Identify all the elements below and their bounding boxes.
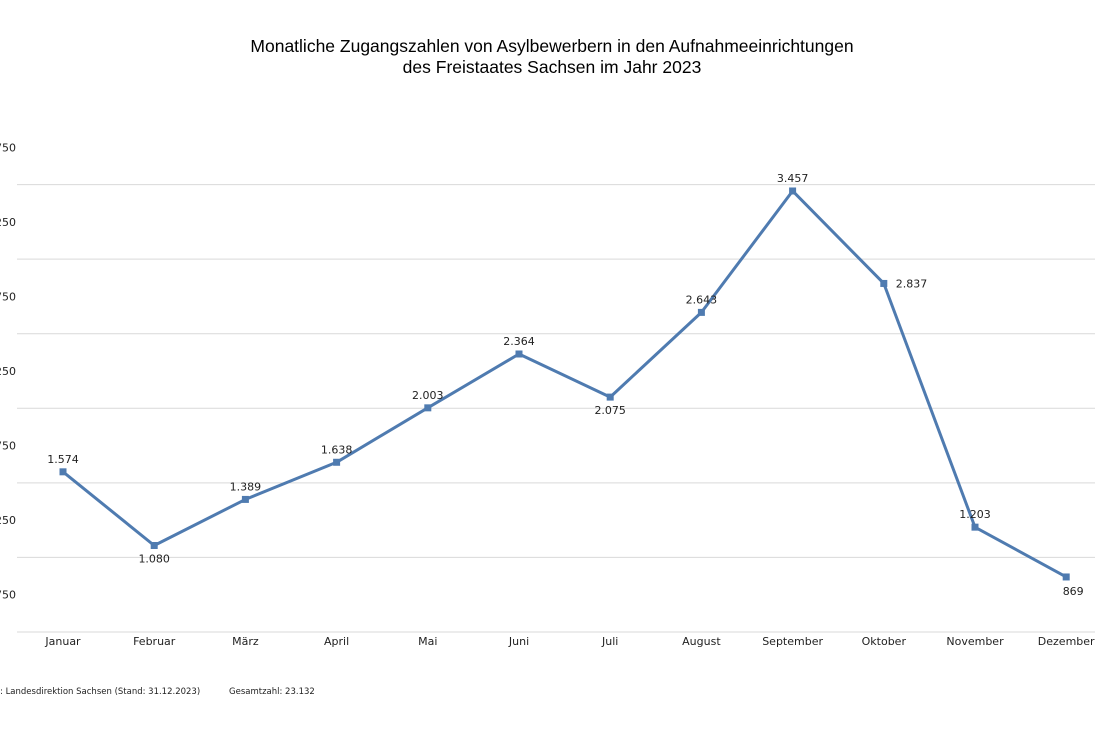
data-label: 2.075 bbox=[594, 404, 626, 417]
data-point-marker bbox=[971, 523, 979, 531]
data-point-marker bbox=[150, 541, 158, 549]
data-label: 2.003 bbox=[412, 389, 444, 402]
y-tick-label: 750 bbox=[0, 589, 16, 602]
footer-source: : Landesdirektion Sachsen (Stand: 31.12.… bbox=[0, 687, 200, 697]
x-tick-label: November bbox=[946, 635, 1004, 648]
data-label: 1.389 bbox=[230, 480, 262, 493]
data-point-marker bbox=[424, 404, 432, 412]
x-tick-label: Juni bbox=[508, 635, 529, 648]
x-tick-label: Februar bbox=[133, 635, 176, 648]
x-tick-label: März bbox=[232, 635, 259, 648]
data-point-marker bbox=[789, 187, 797, 195]
y-tick-label: 250 bbox=[0, 514, 16, 527]
data-label: 869 bbox=[1063, 585, 1084, 598]
data-point-marker bbox=[333, 458, 341, 466]
data-point-marker bbox=[606, 393, 614, 401]
data-label: 3.457 bbox=[777, 172, 809, 185]
chart-title-line-1: Monatliche Zugangszahlen von Asylbewerbe… bbox=[250, 36, 854, 56]
x-tick-label: Mai bbox=[418, 635, 437, 648]
x-tick-label: August bbox=[682, 635, 721, 648]
chart-title: Monatliche Zugangszahlen von Asylbewerbe… bbox=[0, 36, 1095, 78]
y-tick-label: 750 bbox=[0, 141, 16, 154]
data-label: 1.638 bbox=[321, 443, 353, 456]
data-point-marker bbox=[1062, 573, 1070, 581]
x-tick-label: April bbox=[324, 635, 349, 648]
chart-title-line-2: des Freistaates Sachsen im Jahr 2023 bbox=[402, 57, 702, 77]
y-tick-label: 250 bbox=[0, 365, 16, 378]
data-point-marker bbox=[515, 350, 523, 358]
y-tick-label: 750 bbox=[0, 290, 16, 303]
data-label: 1.574 bbox=[47, 453, 79, 466]
data-point-marker bbox=[241, 495, 249, 503]
data-label: 2.643 bbox=[686, 293, 718, 306]
x-tick-label: Dezember bbox=[1038, 635, 1095, 648]
data-label: 1.080 bbox=[138, 552, 170, 565]
y-tick-label: 250 bbox=[0, 216, 16, 229]
data-point-marker bbox=[697, 308, 705, 316]
x-tick-label: September bbox=[762, 635, 823, 648]
footer-total: Gesamtzahl: 23.132 bbox=[229, 687, 315, 697]
data-point-marker bbox=[880, 279, 888, 287]
data-label: 1.203 bbox=[959, 508, 991, 521]
y-tick-label: 750 bbox=[0, 440, 16, 453]
x-tick-label: Januar bbox=[44, 635, 81, 648]
data-label: 2.364 bbox=[503, 335, 535, 348]
data-point-marker bbox=[59, 468, 67, 476]
data-label: 2.837 bbox=[896, 277, 928, 290]
series-line bbox=[62, 189, 1067, 579]
x-tick-label: Oktober bbox=[862, 635, 907, 648]
x-tick-label: Juli bbox=[601, 635, 618, 648]
